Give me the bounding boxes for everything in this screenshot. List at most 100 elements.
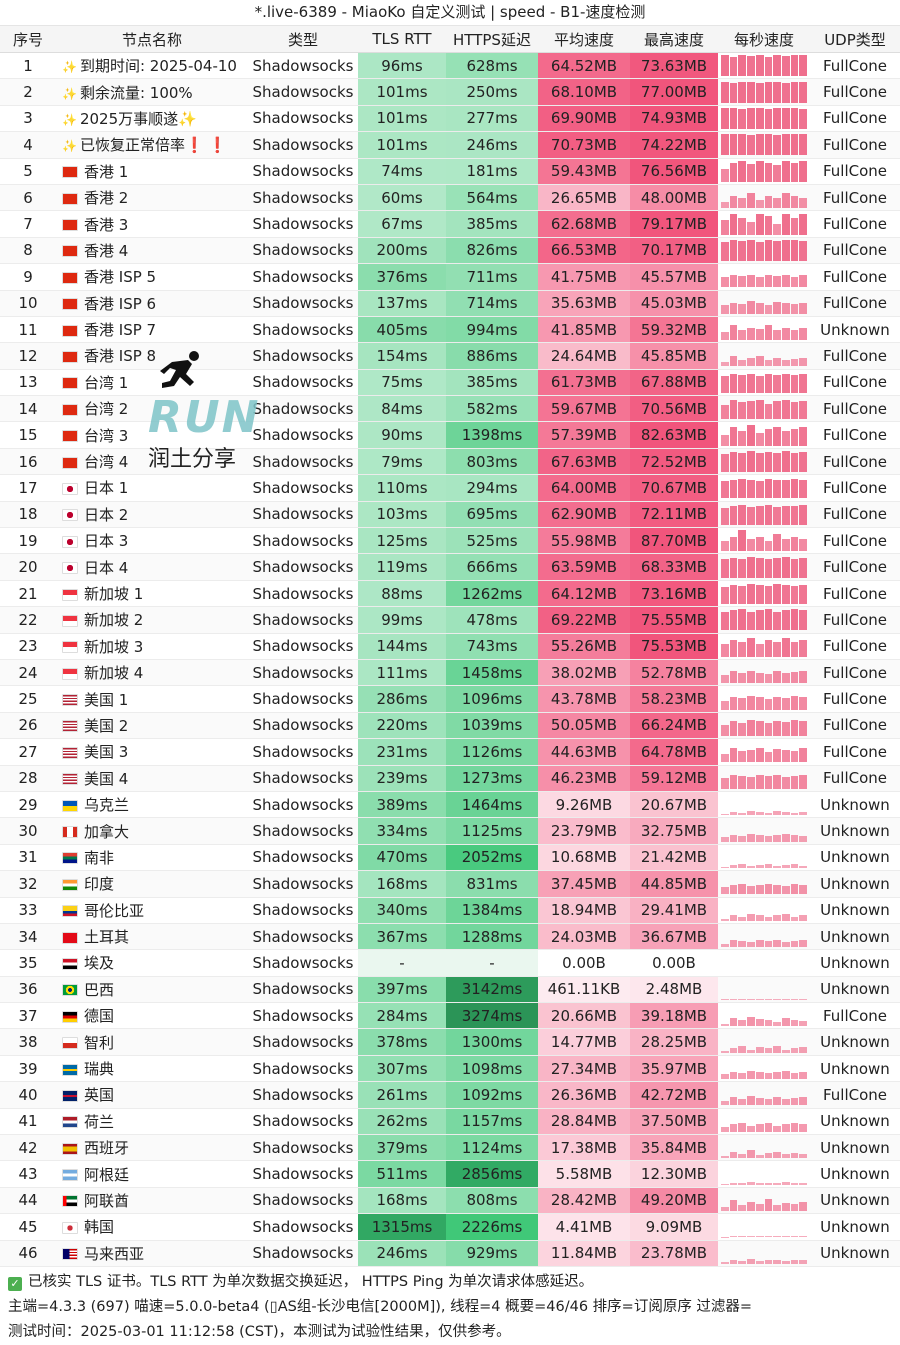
udp-type: FullCone	[810, 765, 900, 791]
sparkline-bar	[721, 1074, 729, 1079]
https-latency: 2856ms	[446, 1161, 538, 1187]
sparkline-bar	[721, 559, 729, 578]
col-udp-type-header[interactable]: UDP类型	[810, 26, 900, 53]
sparkline-bar	[782, 83, 790, 103]
https-latency: 385ms	[446, 211, 538, 237]
https-latency: 277ms	[446, 105, 538, 131]
flag-icon	[62, 193, 78, 205]
per-second-speed	[718, 1082, 810, 1108]
sparkline-bar	[738, 530, 746, 551]
node-name-label: 土耳其	[84, 928, 129, 946]
col-tls-rtt-header[interactable]: TLS RTT	[358, 26, 446, 53]
sparkline-bar	[721, 1207, 729, 1211]
per-second-speed	[718, 791, 810, 817]
flag-icon	[62, 377, 78, 389]
col-https-latency-header[interactable]: HTTPS延迟	[446, 26, 538, 53]
node-type: Shadowsocks	[248, 897, 358, 923]
sparkline-bar	[747, 671, 755, 684]
node-name: 美国 3	[56, 739, 248, 765]
sparkline-bar	[756, 775, 764, 789]
sparkline-bar	[747, 358, 755, 366]
sparkline-bar	[747, 374, 755, 393]
node-name-label: 新加坡 3	[84, 638, 143, 656]
node-name: ✨2025万事顺遂✨	[56, 105, 248, 131]
sparkline-bar	[721, 332, 729, 340]
node-name-label: 已恢复正常倍率❗ ❗	[80, 136, 227, 154]
sparkline-bar	[747, 240, 755, 261]
sparkline-bar	[730, 697, 738, 710]
udp-type: FullCone	[810, 369, 900, 395]
sparkline-bar	[738, 431, 746, 446]
per-second-speed	[718, 950, 810, 976]
sparkline-bar	[738, 161, 746, 182]
sparkline-bar	[721, 814, 729, 815]
sparkline-bar	[747, 507, 755, 525]
col-index-header[interactable]: 序号	[0, 26, 56, 53]
tls-rtt: 125ms	[358, 528, 446, 554]
sparkline-bar	[799, 241, 807, 261]
col-per-second-header[interactable]: 每秒速度	[718, 26, 810, 53]
per-second-speed	[718, 290, 810, 316]
per-second-speed	[718, 1187, 810, 1213]
sparkline-bar	[738, 1183, 746, 1185]
sparkline-bar	[747, 1096, 755, 1105]
sparkline-bar	[791, 559, 799, 578]
avg-speed: 38.02MB	[538, 659, 630, 685]
sparkline-bar	[791, 813, 799, 815]
col-node-name-header[interactable]: 节点名称	[56, 26, 248, 53]
sparkline-bar	[730, 1048, 738, 1052]
col-type-header[interactable]: 类型	[248, 26, 358, 53]
col-avg-speed-header[interactable]: 平均速度	[538, 26, 630, 53]
node-name: 土耳其	[56, 923, 248, 949]
sparkline-bar	[791, 672, 799, 684]
sparkline-bar	[756, 108, 764, 129]
col-max-speed-header[interactable]: 最高速度	[630, 26, 718, 53]
